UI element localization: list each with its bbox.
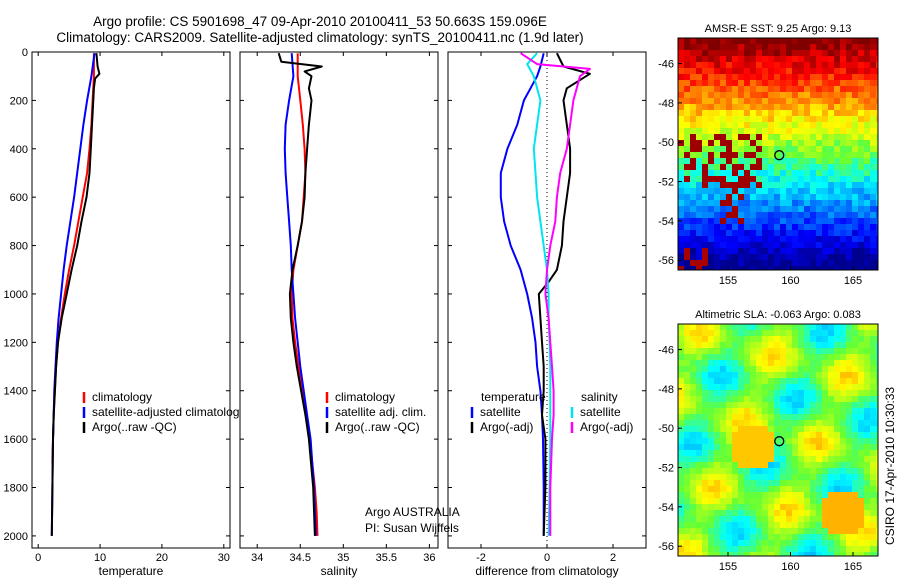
pi-label: PI: Susan Wijffels [365,521,459,535]
x-tick-label: 34.5 [290,552,311,564]
y-tick-label: 400 [10,144,28,156]
y-tick-label: -54 [658,502,674,514]
legend-entry: Argo(..raw -QC) [335,420,420,434]
sla_map-title: Altimetric SLA: -0.063 Argo: 0.083 [695,309,861,321]
legend-entry: Argo(-adj) [480,420,533,434]
y-tick-label: 0 [22,47,28,59]
y-tick-label: 1800 [4,483,28,495]
y-tick-label: -56 [658,255,674,267]
x-tick-label: 35.5 [376,552,397,564]
figure-title-line-1: Argo profile: CS 5901698_47 09-Apr-2010 … [93,14,547,29]
x-tick-label: 165 [844,561,862,573]
float-position-marker [774,150,785,161]
difference-series-magenta-line [520,52,591,536]
y-tick-label: 1200 [4,337,28,349]
y-tick-label: -52 [658,177,674,189]
figure-title-line-2: Climatology: CARS2009. Satellite-adjuste… [56,30,584,45]
y-tick-label: -48 [658,98,674,110]
argo-program-label: Argo AUSTRALIA [365,505,460,519]
legend-entry: satellite-adjusted climatology [92,405,245,419]
sst_map-axes-box [677,37,879,271]
temperature-series-black-line [50,53,101,536]
legend-entry: satellite [580,405,621,419]
x-tick-label: 35 [337,552,349,564]
panel-sst_map: AMSR-E SST: 9.25 Argo: 9.13 155 160 165 -46 -… [658,23,879,287]
panel-salinity: 34 34.5 35 35.5 36 salinity climatologysatelli… [239,51,439,578]
x-tick-label: 155 [719,275,737,287]
x-tick-label: -2 [476,552,486,564]
x-tick-label: 36 [423,552,435,564]
x-tick-label: 165 [844,275,862,287]
y-tick-label: -46 [658,59,674,71]
temperature-axes-box [31,51,231,549]
difference-series-cyan-line [526,52,552,536]
salinity-x-axis-label: salinity [321,564,358,578]
side-stamp: CSIRO 17-Apr-2010 10:30:33 [883,387,897,545]
sst_map-field [678,38,878,270]
x-tick-label: 160 [781,275,799,287]
legend-entry: climatology [92,390,152,404]
float-position-marker [774,436,785,447]
x-tick-label: 160 [781,561,799,573]
x-tick-label: 10 [94,552,106,564]
panel-sla_map: Altimetric SLA: -0.063 Argo: 0.083 155 160… [658,309,879,573]
y-tick-label: 1000 [4,289,28,301]
x-tick-label: 30 [218,552,230,564]
legend-entry: climatology [335,390,395,404]
legend-entry: satellite adj. clim. [335,405,426,419]
legend-entry: Argo(-adj) [580,420,633,434]
y-tick-label: 800 [10,241,28,253]
difference-series-black-line [537,52,591,536]
y-tick-label: -50 [658,137,674,149]
y-tick-label: -52 [658,463,674,475]
salinity-series-blue-line [283,53,317,536]
y-tick-label: 1600 [4,434,28,446]
sla_map-axes-box [677,323,879,557]
panel-temperature: 0 10 20 30 0 200 400 600 800 1000 1200 1400 1600 1800… [4,47,246,578]
y-tick-label: 2000 [4,531,28,543]
x-tick-label: 0 [544,552,550,564]
y-tick-label: 200 [10,95,28,107]
y-tick-label: -48 [658,384,674,396]
sla_map-field [678,324,878,556]
salinity-axes-box [239,51,439,549]
sst_map-title: AMSR-E SST: 9.25 Argo: 9.13 [705,23,852,35]
temperature-x-axis-label: temperature [99,564,164,578]
legend-group-title-temperature: temperature [481,390,546,404]
legend-entry: Argo(..raw -QC) [92,420,177,434]
x-tick-label: 155 [719,561,737,573]
difference-x-axis-label: difference from climatology [475,564,618,578]
x-tick-label: 2 [610,552,616,564]
legend-entry: satellite [480,405,521,419]
y-tick-label: -54 [658,216,674,228]
y-tick-label: -56 [658,541,674,553]
y-tick-label: -46 [658,345,674,357]
y-tick-label: 600 [10,192,28,204]
x-tick-label: 20 [156,552,168,564]
x-tick-label: 34 [251,552,263,564]
difference-series-blue-line [499,52,545,536]
y-tick-label: 1400 [4,386,28,398]
salinity-series-black-line [277,52,323,536]
y-tick-label: -50 [658,423,674,435]
legend-group-title-salinity: salinity [581,390,618,404]
x-tick-label: 0 [35,552,41,564]
